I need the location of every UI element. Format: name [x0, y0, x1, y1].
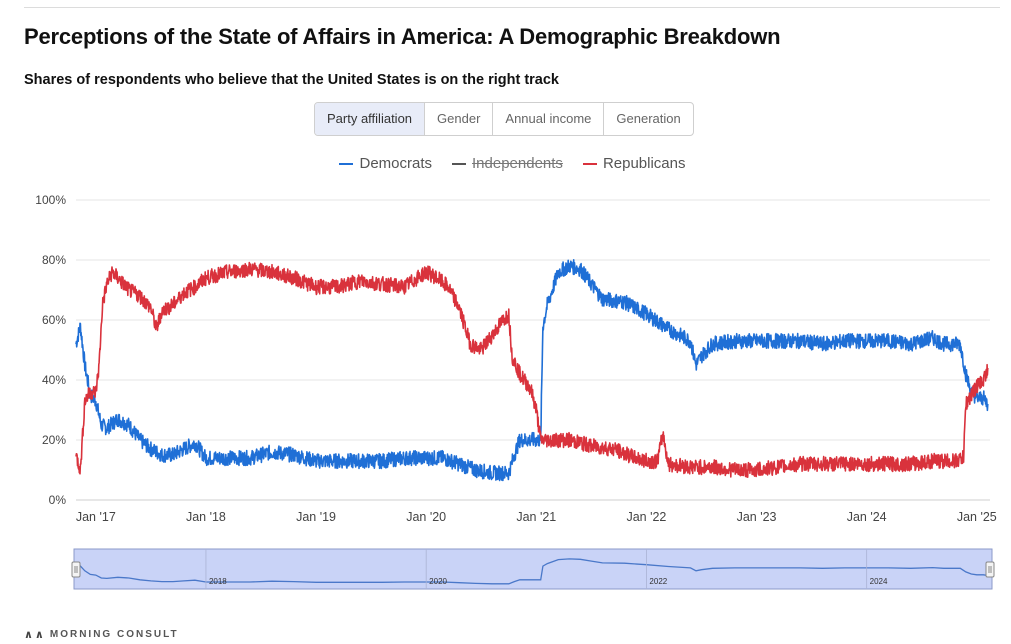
y-tick-label: 40%: [42, 373, 66, 387]
series-line-democrats: [75, 259, 989, 482]
y-tick-label: 100%: [35, 193, 66, 207]
tab-generation[interactable]: Generation: [603, 103, 692, 135]
navigator-label: 2018: [209, 577, 227, 586]
y-tick-label: 0%: [49, 493, 67, 507]
x-tick-label: Jan '19: [296, 510, 336, 524]
series-lines: [75, 259, 989, 482]
x-tick-label: Jan '25: [957, 510, 997, 524]
y-axis-ticks: 0% 20% 40% 60% 80% 100%: [35, 193, 66, 507]
legend-label: Republicans: [602, 155, 686, 172]
x-tick-label: Jan '24: [847, 510, 887, 524]
y-tick-label: 60%: [42, 313, 66, 327]
y-tick-label: 20%: [42, 433, 66, 447]
x-tick-label: Jan '20: [406, 510, 446, 524]
legend-label: Democrats: [359, 155, 433, 172]
x-tick-label: Jan '18: [186, 510, 226, 524]
legend-label: Independents: [472, 155, 563, 172]
tab-gender[interactable]: Gender: [424, 103, 492, 135]
x-tick-label: Jan '23: [737, 510, 777, 524]
navigator-right-handle-icon[interactable]: [985, 561, 995, 578]
page-title: Perceptions of the State of Affairs in A…: [24, 24, 781, 49]
navigator-label: 2020: [429, 577, 447, 586]
navigator-label: 2024: [870, 577, 888, 586]
top-divider: [24, 7, 1000, 8]
grid-lines: [76, 199, 990, 501]
legend-item-independents[interactable]: Independents: [452, 155, 563, 172]
tab-party-affiliation[interactable]: Party affiliation: [315, 103, 425, 135]
page-subtitle: Shares of respondents who believe that t…: [24, 72, 559, 88]
brand-logo: ∧∧ MORNING CONSULT: [24, 628, 179, 641]
series-line-republicans: [75, 261, 989, 478]
x-axis-ticks: Jan '17 Jan '18 Jan '19 Jan '20 Jan '21 Jan '…: [76, 510, 997, 524]
democrats-swatch-icon: [339, 162, 354, 165]
tab-annual-income[interactable]: Annual income: [492, 103, 603, 135]
navigator-series-democrats: [75, 558, 988, 585]
navigator-left-handle-icon[interactable]: [71, 561, 81, 578]
range-navigator[interactable]: 2018 2020 2022 2024: [71, 548, 995, 590]
chart-legend: Democrats Independents Republicans: [0, 155, 1011, 172]
tab-bar: Party affiliation Gender Annual income G…: [314, 102, 694, 136]
independents-swatch-icon: [452, 162, 467, 165]
legend-item-republicans[interactable]: Republicans: [582, 155, 686, 172]
y-tick-label: 80%: [42, 253, 66, 267]
brand-name: MORNING CONSULT: [49, 629, 179, 640]
republicans-swatch-icon: [582, 162, 597, 165]
x-tick-label: Jan '17: [76, 510, 116, 524]
navigator-label: 2022: [649, 577, 667, 586]
x-tick-label: Jan '21: [516, 510, 556, 524]
legend-item-democrats[interactable]: Democrats: [339, 155, 432, 172]
x-tick-label: Jan '22: [626, 510, 666, 524]
logo-mark-icon: ∧∧: [24, 629, 46, 641]
